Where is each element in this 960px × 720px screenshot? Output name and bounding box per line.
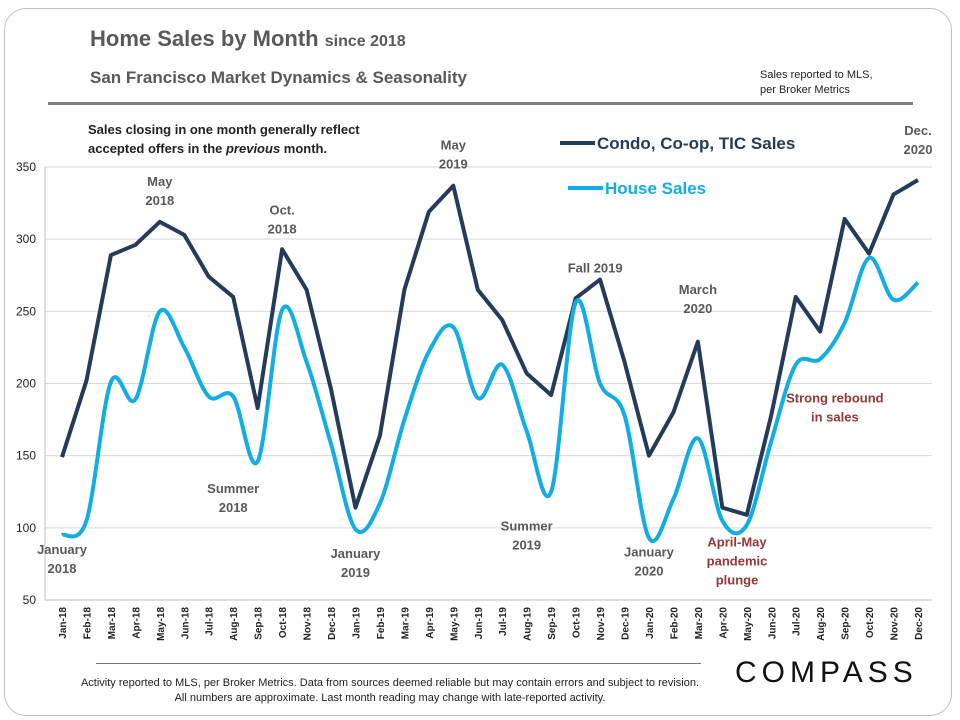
- x-tick-label: Apr-18: [131, 607, 142, 639]
- x-tick-label: Sep-19: [547, 607, 558, 640]
- x-tick-label: Feb-20: [669, 607, 680, 640]
- x-tick-label: Apr-20: [718, 607, 729, 639]
- annotation-line: January: [331, 546, 382, 561]
- x-tick-label: Dec-18: [327, 607, 338, 640]
- x-tick-label: Jul-18: [205, 607, 216, 636]
- chart-annotation: January 2020: [624, 545, 675, 579]
- x-tick-label: Oct-19: [572, 607, 583, 639]
- y-tick-label: 300: [16, 232, 36, 246]
- annotation-line: January: [37, 542, 88, 557]
- x-tick-label: Sep-18: [254, 607, 265, 640]
- x-tick-label: Jan-20: [645, 607, 656, 639]
- x-tick-label: Nov-20: [890, 607, 901, 641]
- x-tick-label: Aug-18: [229, 607, 240, 641]
- annotation-line: 2019: [512, 538, 541, 553]
- x-tick-label: Jun-18: [180, 607, 191, 640]
- annotation-line: 2019: [341, 565, 370, 580]
- annotation-line: 2020: [904, 142, 933, 157]
- chart-title: Home Sales by Month since 2018: [90, 26, 406, 51]
- annotation-line: 2018: [48, 561, 77, 576]
- footer-divider: [96, 663, 701, 664]
- x-tick-label: Mar-20: [694, 607, 705, 640]
- x-tick-label: Jan-18: [58, 607, 69, 639]
- x-tick-label: May-18: [156, 607, 167, 641]
- x-tick-label: Jul-19: [498, 607, 509, 636]
- annotation-line: 2018: [268, 222, 297, 237]
- y-tick-label: 100: [16, 521, 36, 535]
- x-tick-label: May-19: [449, 607, 460, 641]
- chart-annotation: May 2019: [439, 138, 468, 172]
- footer-disclaimer: Activity reported to MLS, per Broker Met…: [80, 677, 700, 704]
- x-tick-label: Apr-19: [425, 607, 436, 639]
- x-tick-label: Jan-19: [351, 607, 362, 639]
- x-tick-label: Nov-18: [303, 607, 314, 641]
- annotation-line: 2018: [145, 193, 174, 208]
- compass-logo: COMPASS: [735, 656, 918, 689]
- annotation-line: April-May: [707, 535, 767, 550]
- annotation-line: May: [441, 138, 467, 153]
- annotation-line: plunge: [716, 573, 759, 588]
- annotation-line: Fall 2019: [568, 260, 623, 275]
- x-tick-label: Jun-19: [474, 607, 485, 640]
- explanatory-note: Sales closing in one month generally ref…: [88, 122, 360, 156]
- annotation-line: March: [679, 282, 717, 297]
- chart-annotation: Summer 2019: [501, 519, 553, 553]
- y-tick-label: 150: [16, 449, 36, 463]
- y-tick-label: 350: [16, 160, 36, 174]
- chart-annotation: Fall 2019: [568, 260, 623, 275]
- x-tick-label: May-20: [743, 607, 754, 641]
- x-tick-label: Aug-19: [523, 607, 534, 641]
- annotation-line: Summer: [207, 481, 259, 496]
- x-tick-label: Aug-20: [816, 607, 827, 641]
- y-tick-label: 50: [23, 593, 37, 607]
- source-note: Sales reported to MLS, per Broker Metrics: [760, 69, 873, 96]
- legend-label: House Sales: [605, 179, 706, 198]
- annotation-line: 2019: [439, 157, 468, 172]
- annotation-line: 2018: [219, 500, 248, 515]
- annotation-line: 2020: [635, 564, 664, 579]
- x-tick-label: Jul-20: [792, 607, 803, 636]
- x-tick-label: Dec-20: [914, 607, 925, 640]
- annotation-line: Dec.: [904, 123, 931, 138]
- chart-annotation: March 2020: [679, 282, 717, 316]
- chart-annotation: January 2018: [37, 542, 88, 576]
- chart-annotation: Strong rebound in sales: [786, 390, 884, 424]
- x-tick-label: Jun-20: [767, 607, 778, 640]
- y-tick-label: 200: [16, 377, 36, 391]
- series-line-house: [60, 255, 920, 543]
- annotation-line: 2020: [683, 301, 712, 316]
- x-tick-label: Nov-19: [596, 607, 607, 641]
- annotation-line: pandemic: [707, 554, 768, 569]
- chart-annotation: Dec. 2020: [904, 123, 933, 157]
- x-tick-label: Mar-18: [107, 607, 118, 640]
- annotation-line: Summer: [501, 519, 553, 534]
- x-tick-label: Dec-19: [621, 607, 632, 640]
- annotation-line: May: [147, 174, 173, 189]
- y-tick-label: 250: [16, 304, 36, 318]
- x-tick-label: Mar-19: [400, 607, 411, 640]
- annotation-line: Strong rebound: [786, 390, 884, 405]
- chart-annotation: Summer 2018: [207, 481, 259, 515]
- annotation-line: January: [624, 545, 675, 560]
- x-tick-label: Sep-20: [841, 607, 852, 640]
- chart-subtitle: San Francisco Market Dynamics & Seasonal…: [90, 68, 467, 87]
- chart-annotation: May 2018: [145, 174, 174, 208]
- x-tick-label: Feb-18: [82, 607, 93, 640]
- annotation-line: Oct.: [269, 203, 294, 218]
- legend-label: Condo, Co-op, TIC Sales: [597, 134, 795, 153]
- series-line-condo: [60, 178, 920, 517]
- chart-annotation: April-May pandemic plunge: [707, 535, 768, 588]
- header-divider: [48, 102, 913, 105]
- slide-frame: [4, 8, 952, 716]
- x-tick-label: Feb-19: [376, 607, 387, 640]
- x-tick-label: Oct-18: [278, 607, 289, 639]
- chart-annotation: Oct. 2018: [268, 203, 297, 237]
- x-tick-label: Oct-20: [865, 607, 876, 639]
- annotation-line: in sales: [811, 409, 859, 424]
- chart-annotation: January 2019: [331, 546, 382, 580]
